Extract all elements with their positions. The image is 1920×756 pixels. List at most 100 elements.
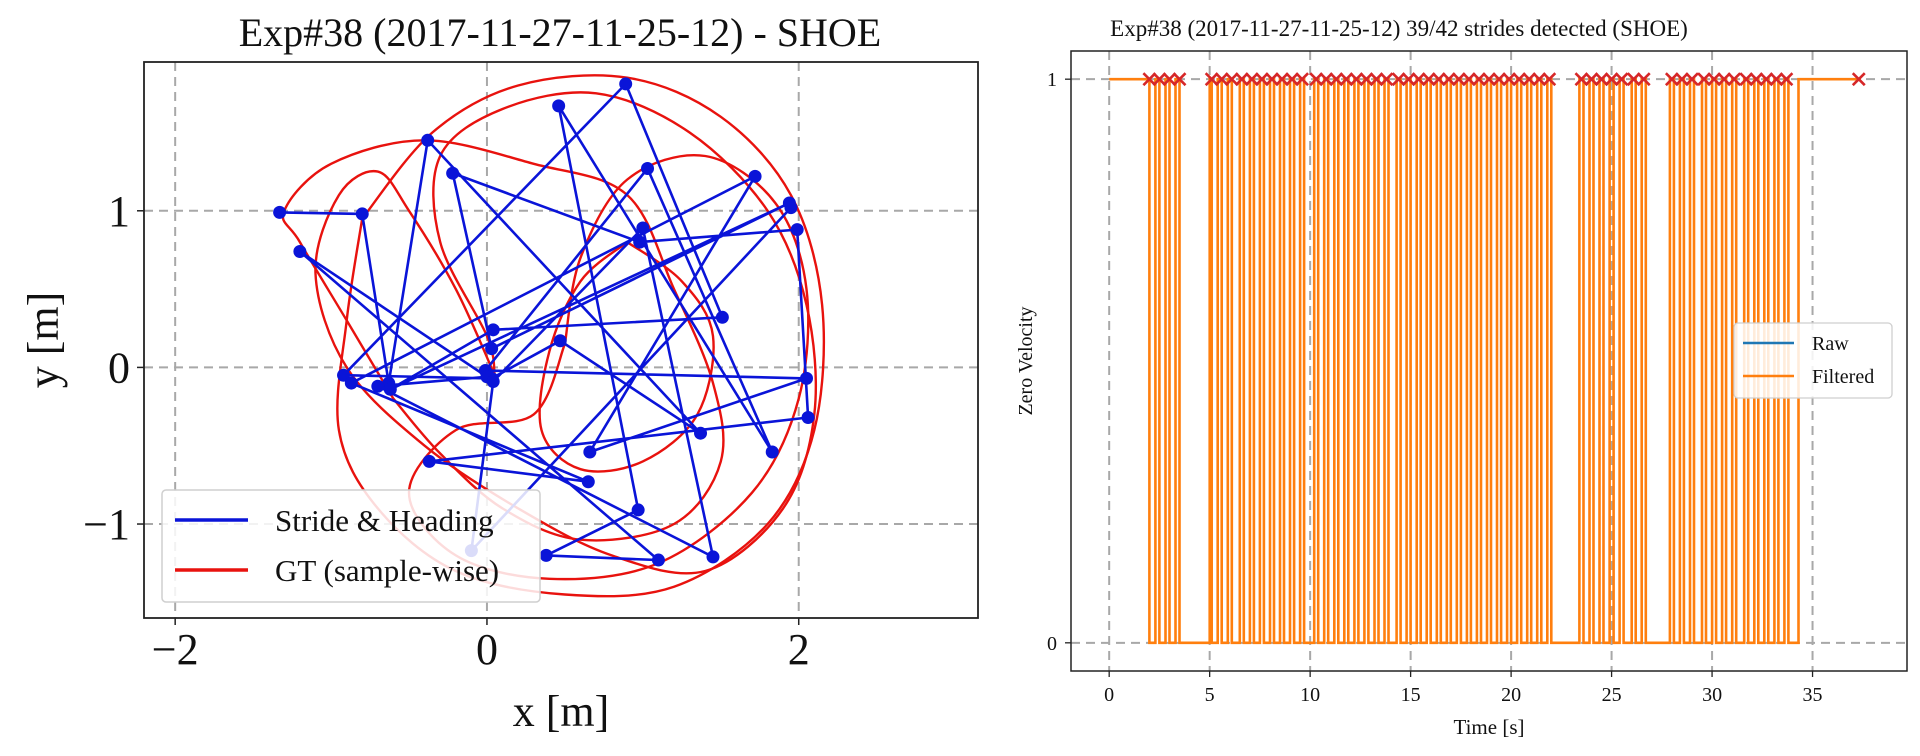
stride-marker bbox=[1739, 72, 1754, 87]
stride-point bbox=[651, 553, 665, 567]
stride-marker bbox=[1584, 72, 1599, 87]
stride-point bbox=[355, 207, 369, 221]
stride-marker bbox=[1707, 72, 1721, 87]
stride-marker bbox=[1502, 72, 1517, 87]
stride-marker bbox=[1339, 72, 1354, 87]
stride-marker bbox=[1512, 72, 1527, 87]
stride-line bbox=[279, 81, 810, 562]
stride-point bbox=[765, 445, 779, 459]
x-tick-label: 0 bbox=[476, 625, 498, 674]
legend-stride-label: Stride & Heading bbox=[275, 503, 494, 538]
x-tick-label: −2 bbox=[152, 625, 199, 674]
y-tick-label: −1 bbox=[83, 500, 130, 549]
stride-marker bbox=[1614, 72, 1629, 87]
stride-marker bbox=[1295, 72, 1310, 87]
filtered-series bbox=[1109, 77, 1861, 645]
zero-velocity-plot-frame bbox=[1070, 50, 1908, 672]
stride-marker bbox=[1254, 72, 1269, 87]
stride-point bbox=[633, 235, 647, 249]
stride-marker bbox=[1285, 72, 1299, 87]
stride-marker bbox=[1482, 72, 1496, 87]
stride-point bbox=[583, 445, 597, 459]
stride-point bbox=[636, 221, 650, 235]
stride-point bbox=[485, 342, 499, 356]
legend-raw-label: Raw bbox=[1812, 333, 1849, 355]
stride-marker bbox=[1309, 72, 1324, 87]
stride-point bbox=[800, 371, 814, 385]
zero-velocity-chart-title: Exp#38 (2017-11-27-11-25-12) 39/42 strid… bbox=[1110, 16, 1688, 41]
stride-marker bbox=[1594, 72, 1609, 87]
zero-velocity-chart: Exp#38 (2017-11-27-11-25-12) 39/42 strid… bbox=[1015, 16, 1908, 739]
zero-velocity-y-ticks: 01 bbox=[1047, 69, 1071, 655]
stride-marker bbox=[1214, 72, 1229, 87]
stride-point bbox=[383, 382, 397, 396]
trajectory-chart: Exp#38 (2017-11-27-11-25-12) - SHOE −2 0 2… bbox=[19, 10, 979, 736]
stride-marker bbox=[1626, 72, 1641, 87]
trajectory-chart-title: Exp#38 (2017-11-27-11-25-12) - SHOE bbox=[239, 10, 881, 55]
trajectory-x-ticks: −2 0 2 bbox=[152, 618, 810, 674]
zero-velocity-x-ticks: 0 5 10 15 20 25 30 35 bbox=[1104, 671, 1823, 706]
stride-marker bbox=[1851, 72, 1866, 87]
x-tick-label: 25 bbox=[1602, 684, 1622, 706]
stride-point bbox=[801, 411, 815, 425]
stride-marker bbox=[1522, 72, 1537, 87]
x-tick-label: 15 bbox=[1401, 684, 1421, 706]
stride-marker bbox=[1727, 72, 1742, 87]
x-tick-label: 35 bbox=[1803, 684, 1823, 706]
gt-line bbox=[314, 91, 818, 575]
gt-line bbox=[281, 139, 725, 542]
zero-velocity-x-axis-label: Time [s] bbox=[1454, 715, 1525, 739]
stride-point bbox=[486, 375, 500, 389]
stride-marker bbox=[1369, 72, 1384, 87]
stride-marker bbox=[1319, 72, 1334, 87]
y-tick-label: 0 bbox=[108, 343, 130, 392]
trajectory-legend: Stride & Heading GT (sample-wise) bbox=[161, 489, 541, 603]
gt-line bbox=[336, 74, 826, 598]
gt-series bbox=[281, 74, 826, 598]
stride-marker bbox=[1636, 72, 1651, 87]
stride-point bbox=[715, 310, 729, 324]
stride-marker bbox=[1749, 72, 1764, 87]
stride-point bbox=[344, 376, 358, 390]
stride-point bbox=[293, 245, 307, 259]
stride-marker bbox=[1779, 72, 1794, 87]
stride-marker bbox=[1717, 72, 1732, 87]
gt-line bbox=[407, 154, 810, 581]
stride-point bbox=[553, 334, 567, 348]
stride-point bbox=[422, 454, 436, 468]
stride-series bbox=[273, 77, 815, 567]
trajectory-legend-box bbox=[161, 489, 541, 603]
trajectory-y-ticks: −1 0 1 bbox=[83, 187, 144, 549]
stride-point bbox=[421, 133, 435, 147]
stride-point bbox=[446, 166, 460, 180]
stride-point bbox=[273, 205, 287, 219]
trajectory-y-axis-label: y [m] bbox=[19, 292, 68, 389]
stride-marker bbox=[1265, 72, 1279, 87]
stride-point bbox=[581, 475, 595, 489]
stride-marker bbox=[1204, 72, 1219, 87]
x-tick-label: 2 bbox=[788, 625, 810, 674]
y-tick-label: 0 bbox=[1047, 633, 1057, 655]
stride-marker bbox=[1244, 72, 1259, 87]
stride-point bbox=[706, 550, 720, 564]
y-tick-label: 1 bbox=[108, 187, 130, 236]
stride-marker bbox=[1532, 72, 1547, 87]
stride-point bbox=[694, 426, 708, 440]
stride-marker bbox=[1675, 72, 1689, 87]
stride-marker bbox=[1421, 72, 1436, 87]
stride-point bbox=[631, 503, 645, 517]
stride-marker bbox=[1697, 72, 1711, 87]
trajectory-plot-frame bbox=[143, 61, 979, 619]
filtered-line bbox=[1109, 77, 1861, 645]
stride-marker bbox=[1391, 72, 1406, 87]
stride-point bbox=[486, 323, 500, 337]
x-tick-label: 0 bbox=[1104, 684, 1114, 706]
stride-marker bbox=[1152, 72, 1167, 87]
stride-marker bbox=[1461, 72, 1476, 87]
zero-velocity-legend: Raw Filtered bbox=[1733, 322, 1893, 399]
stride-marker bbox=[1492, 72, 1506, 87]
stride-marker bbox=[1411, 72, 1426, 87]
stride-marker bbox=[1275, 72, 1289, 87]
stride-markers bbox=[1142, 72, 1866, 87]
stride-marker bbox=[1224, 72, 1239, 87]
